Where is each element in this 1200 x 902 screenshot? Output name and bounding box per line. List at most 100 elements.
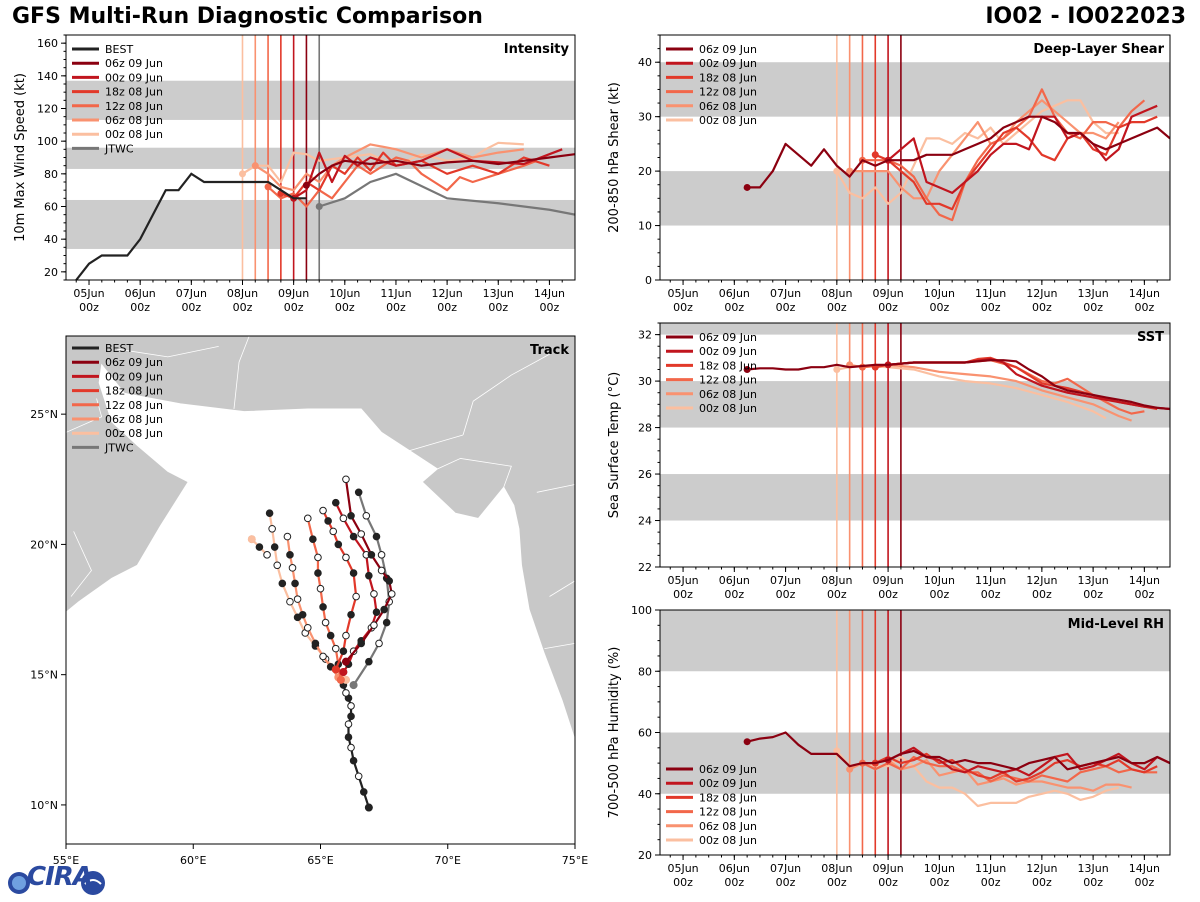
track-best-start-marker [364,803,373,812]
shear-series-line [835,99,1119,205]
country-border [536,484,575,493]
track-xtick-label: 70°E [435,854,461,867]
track-best-point [359,788,368,796]
track-run-point [265,509,274,517]
intensity-series-line [241,141,524,184]
sst-frame [659,322,1171,568]
track-best-point [342,689,350,697]
rh-series-start-marker [846,765,854,773]
track-run-point [372,608,381,616]
shear-series-line [849,99,1120,200]
sst-plot-area [660,323,1170,567]
track-run-point [316,584,325,593]
rh-series-line [887,746,1170,777]
track-run-point [303,514,312,523]
rh-xtick-label-hour: 00z [929,876,949,889]
sst-xtick-label-hour: 00z [1134,588,1154,601]
rh-xtick-label-hour: 00z [1083,876,1103,889]
track-run-point [347,511,355,520]
track-run-point [367,551,376,559]
shear-ytick-label: 30 [638,111,652,124]
track-jtwc-line [352,491,391,686]
intensity-legend-label: BEST [105,43,133,56]
track-ytick-label: 15°N [30,669,58,682]
cira-globe-icon [8,871,105,895]
shear-xtick-label: 05Jun [667,287,698,300]
intensity-legend-label: 00z 09 Jun [105,71,163,84]
country-border [549,580,575,597]
track-run-point [334,540,343,549]
intensity-best-line [75,172,307,280]
track-legend-label: 00z 09 Jun [105,370,163,383]
sst-xtick-label: 06Jun [719,574,750,587]
rh-xtick-label: 12Jun [1026,862,1057,875]
track-run-point [329,527,338,536]
rh-xtick-label: 07Jun [770,862,801,875]
shear-xtick-label-hour: 00z [724,301,744,314]
track-run-point [339,514,348,523]
rh-legend-label: 06z 09 Jun [699,763,757,776]
shear-legend-label: 12z 08 Jun [699,86,757,99]
rh-xtick-label: 11Jun [975,862,1006,875]
track-best-point [354,772,363,781]
shear-legend-label: 18z 08 Jun [699,71,757,84]
rh-xtick-label: 05Jun [667,862,698,875]
intensity-series-line [293,148,563,200]
rh-ytick-label: 60 [638,727,652,740]
intensity-series-start-marker [302,181,310,189]
sst-legend-label: 00z 09 Jun [699,345,757,358]
track-panel: 55°E 60°E 65°E 70°E 75°E 10°N 15°N 20°N 25°N Trac… [30,335,588,867]
intensity-legend-label: 00z 08 Jun [105,128,163,141]
rh-ytick-label: 20 [638,849,652,862]
shear-legend-label: 00z 09 Jun [699,57,757,70]
intensity-xtick-label-hour: 00z [79,301,99,314]
country-border [544,643,575,650]
intensity-panel: 2040608010012014016005Jun00z06Jun00z07Ju… [13,34,576,314]
track-run-point [331,498,340,507]
rh-band [660,610,1170,672]
shear-xtick-label-hour: 00z [929,301,949,314]
shear-legend-label: 00z 08 Jun [699,114,757,127]
intensity-series-line [267,156,537,208]
intensity-series-start-marker [238,170,246,178]
track-legend-label: BEST [105,342,133,355]
shear-legend-label: 06z 08 Jun [699,100,757,113]
track-run-start-marker [339,668,348,677]
shear-xtick-label: 11Jun [975,287,1006,300]
track-run-point [339,647,348,656]
track-jtwc-point [365,657,373,666]
track-run-point [255,543,264,551]
shear-xtick-label-hour: 00z [827,301,847,314]
shear-series-start-marker [743,183,751,191]
intensity-band [66,80,575,120]
sst-xtick-label-hour: 00z [724,588,744,601]
track-run-point [352,592,360,601]
intensity-ytick-label: 100 [37,135,58,148]
track-jtwc-start-marker [349,681,358,690]
rh-xtick-label: 13Jun [1078,862,1109,875]
intensity-xtick-label-hour: 00z [540,301,560,314]
track-map-area [66,336,575,844]
track-legend-label: 06z 09 Jun [105,356,163,369]
rh-xtick-label: 09Jun [872,862,903,875]
intensity-jtwc-marker [315,203,323,210]
track-legend-label: JTWC [104,441,134,454]
track-run-point [347,610,355,619]
track-legend-label: 06z 08 Jun [105,413,163,426]
track-run-point [319,506,327,515]
shear-xtick-label: 09Jun [872,287,903,300]
shear-plot-area [660,35,1170,280]
sst-xtick-label: 14Jun [1129,574,1160,587]
rh-legend-label: 06z 08 Jun [699,820,757,833]
sst-ytick-label: 28 [638,422,652,435]
intensity-xtick-label: 08Jun [227,287,258,300]
track-run-point [293,595,302,603]
sst-xtick-label-hour: 00z [673,588,693,601]
track-run-point [342,631,350,640]
shear-series-start-marker [833,167,841,175]
sst-xtick-label: 12Jun [1026,574,1057,587]
track-ytick-label: 25°N [30,408,58,421]
intensity-xtick-label-hour: 00z [130,301,150,314]
sst-ytick-label: 26 [638,468,652,481]
